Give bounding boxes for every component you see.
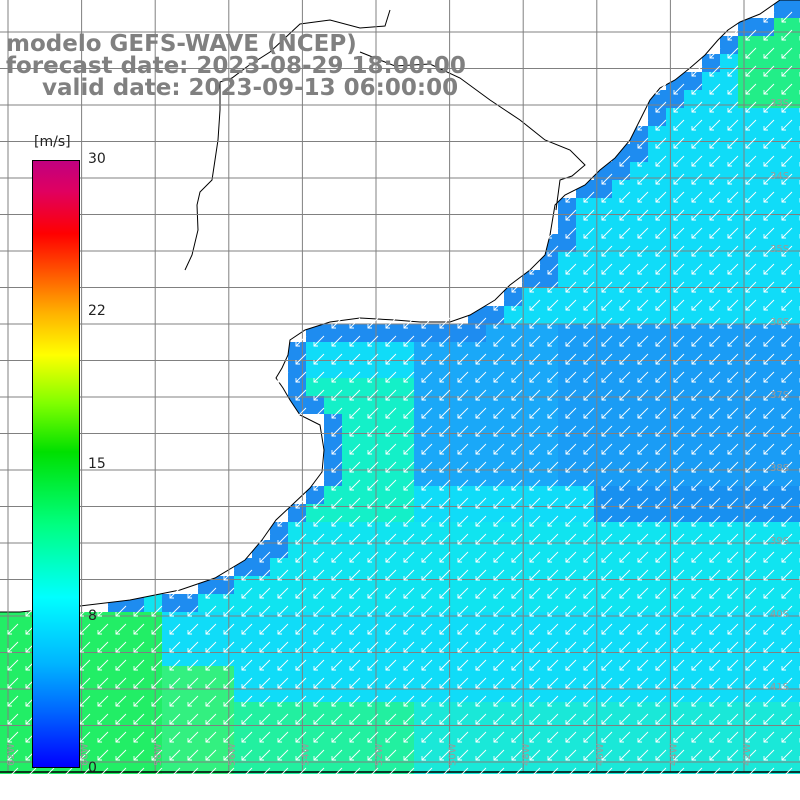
lon-label: 50W (448, 743, 459, 766)
land-mask (0, 0, 800, 612)
title-forecast-date: forecast date: 2023-08-29 18:00:00 (6, 53, 466, 79)
graticule (0, 0, 800, 773)
lat-label: 35S (770, 244, 789, 255)
colorbar (32, 160, 80, 768)
wind-vectors (7, 11, 800, 779)
lon-label: 48W (521, 743, 532, 766)
lat-label: 37S (770, 390, 789, 401)
lon-label: 60W (80, 743, 91, 766)
lat-label: 38S (770, 463, 789, 474)
lon-label: 42W (742, 743, 753, 766)
lon-label: 46W (595, 743, 606, 766)
title-valid-date: valid date: 2023-09-13 06:00:00 (42, 75, 459, 101)
lon-label: 56W (227, 743, 238, 766)
lat-label: 33S (770, 98, 789, 109)
colorbar-tick-22: 22 (88, 303, 106, 319)
lon-label: 62W (6, 743, 17, 766)
title-model: modelo GEFS-WAVE (NCEP) (6, 31, 357, 57)
lon-label: 58W (153, 743, 164, 766)
colorbar-tick-8: 8 (88, 608, 97, 624)
lat-label: 39S (770, 536, 789, 547)
colorbar-tick-15: 15 (88, 456, 106, 472)
lat-label: 41S (770, 682, 789, 693)
lat-label: 34S (770, 171, 789, 182)
lon-label: 44W (668, 743, 679, 766)
lon-label: 54W (300, 743, 311, 766)
lat-label: 36S (770, 317, 789, 328)
lat-label: 40S (770, 609, 789, 620)
lon-label: 52W (374, 743, 385, 766)
colorbar-tick-0: 0 (88, 760, 97, 776)
colorbar-tick-30: 30 (88, 151, 106, 167)
colorbar-unit: [m/s] (34, 134, 71, 150)
graticule-labels: 62W 60W 58W 56W 54W 52W 50W 48W 46W 44W 42W 33S 34S 3… (6, 98, 789, 766)
